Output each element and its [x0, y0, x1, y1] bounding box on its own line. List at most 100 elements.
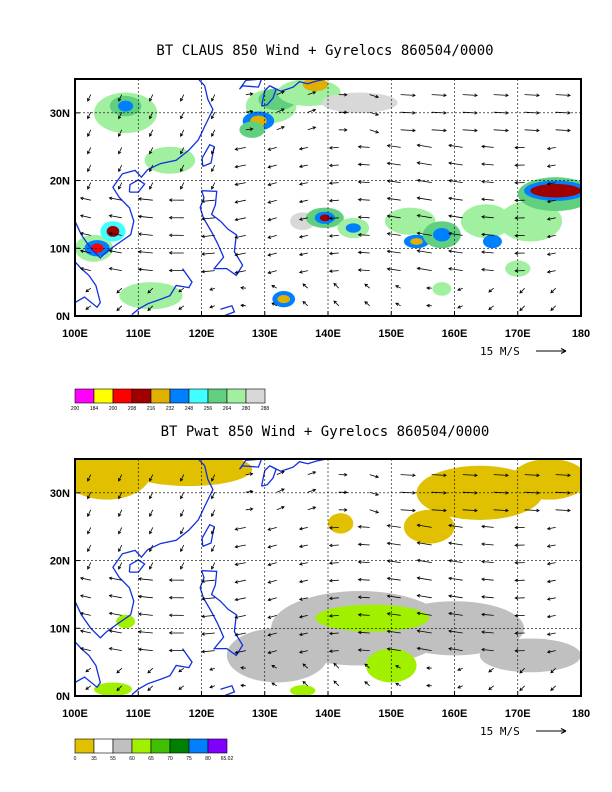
pwat-wind-vector-143: [426, 683, 432, 688]
claus-coastline-3: [201, 143, 215, 168]
claus-shade-region-30: [432, 227, 451, 242]
pwat-wind-vector-194: [524, 473, 540, 478]
pwat-wind-vector-138: [386, 541, 401, 546]
claus-wind-vector-74: [234, 147, 246, 151]
claus-wind-vector-203: [546, 164, 556, 168]
pwat-wind-vector-46: [180, 562, 185, 570]
pwat-wind-vector-205: [555, 508, 571, 513]
claus-shade-region-38: [432, 282, 452, 296]
pwat-wind-vector-48: [180, 527, 185, 535]
pwat-wind-vector-37: [149, 492, 154, 500]
claus-wind-vector-182: [519, 305, 525, 312]
pwat-wind-vector-40: [178, 667, 185, 673]
pwat-coastline-3: [201, 523, 215, 548]
pwat-xtick-150E: 150E: [378, 708, 404, 720]
pwat-ytick-20N: 20N: [50, 556, 70, 568]
pwat-xtick-110E: 110E: [126, 708, 151, 720]
pwat-wind-vector-39: [178, 685, 185, 690]
pwat-wind-vector-190: [514, 543, 525, 547]
claus-wind-vector-149: [416, 196, 432, 201]
claus-wind-vector-126: [357, 145, 370, 149]
claus-shade-region-25: [345, 223, 361, 233]
claus-wind-vector-170: [488, 287, 494, 293]
pwat-wind-vector-103: [307, 471, 317, 475]
claus-wind-vector-55: [201, 252, 215, 256]
claus-colorbar-label-9: 280: [242, 406, 251, 412]
pwat-coastline-7: [238, 459, 263, 470]
pwat-wind-vector-188: [514, 578, 525, 583]
claus-wind-vector-82: [267, 235, 277, 239]
claus-wind-vector-36: [149, 129, 154, 137]
pwat-wind-vector-90: [276, 470, 285, 475]
pwat-wind-vector-69: [234, 615, 246, 619]
pwat-wind-vector-63: [211, 492, 216, 500]
pwat-wind-vector-74: [234, 527, 246, 531]
pwat-xtick-160E: 160E: [442, 708, 468, 720]
pwat-wind-vector-181: [493, 473, 509, 478]
claus-wind-vector-120: [357, 250, 370, 255]
pwat-wind-vector-1: [85, 667, 92, 673]
claus-ytick-10N: 10N: [50, 243, 70, 255]
pwat-wind-vector-83: [267, 597, 277, 602]
claus-wind-vector-197: [546, 269, 556, 274]
claus-colorbar-label-5: 232: [166, 406, 175, 412]
claus-wind-vector-144: [426, 286, 432, 290]
claus-wind-vector-204: [546, 146, 556, 151]
pwat-wind-vector-200: [546, 597, 556, 601]
pwat-coastline: [75, 459, 328, 696]
pwat-coastline-6: [220, 685, 236, 696]
claus-colorbar-swatch-7: [207, 388, 228, 404]
pwat-wind-vector-68: [234, 632, 246, 637]
pwat-wind-vector-20: [118, 562, 123, 570]
claus-wind-vector-150: [416, 178, 432, 183]
claus-wind-vector-61: [211, 147, 216, 155]
claus-wind-vector-49: [180, 129, 185, 137]
pwat-colorbar-label-5: 70: [167, 756, 173, 762]
pwat-wind-vector-73: [234, 544, 246, 549]
pwat-wind-vector-99: [298, 544, 308, 548]
pwat-wind-vector-112: [328, 543, 339, 548]
claus-wind-vector-105: [333, 282, 340, 289]
pwat-xtick-120E: 120E: [189, 708, 215, 720]
claus-coastline-6: [220, 305, 236, 316]
pwat-wind-vector-24: [118, 492, 123, 500]
claus-colorbar-label-1: 184: [90, 406, 99, 412]
claus-wind-vectors: [79, 90, 571, 312]
pwat-wind-vector-193: [524, 491, 540, 495]
claus-wind-vector-108: [328, 234, 339, 238]
claus-colorbar-label-2: 200: [109, 406, 118, 412]
claus-wind-vector-91: [302, 300, 309, 307]
claus-wind-vector-158: [448, 267, 463, 271]
pwat-wind-vector-114: [338, 508, 348, 512]
claus-coastline-0: [75, 79, 214, 259]
pwat-wind-vector-169: [488, 685, 494, 691]
claus-wind-vector-185: [514, 251, 525, 256]
pwat-wind-vector-147: [416, 611, 432, 616]
claus-wind-vector-24: [118, 112, 123, 120]
pwat-wind-vector-183: [519, 667, 525, 674]
claus-wind-vector-135: [386, 214, 401, 219]
claus-wind-vector-92: [302, 283, 309, 289]
pwat-title: BT Pwat 850 Wind + Gyrelocs 860504/0000: [161, 424, 490, 440]
claus-shade-region-10: [321, 92, 398, 113]
pwat-wind-vector-28: [137, 647, 153, 652]
claus-wind-vector-52: [209, 305, 215, 309]
claus-wind-vector-164: [448, 161, 463, 166]
claus-wind-vector-89: [276, 108, 285, 113]
pwat-wind-vector-197: [546, 649, 556, 654]
claus-wind-vector-7: [87, 182, 92, 190]
pwat-wind-vector-204: [546, 526, 556, 531]
claus-colorbar-label-4: 216: [147, 406, 156, 412]
pwat-wind-vector-77: [245, 472, 254, 476]
pwat-wind-vector-72: [234, 562, 246, 566]
pwat-wind-vector-102: [307, 488, 317, 493]
pwat-wind-vector-30: [137, 612, 153, 617]
pwat-wind-vector-139: [386, 524, 401, 528]
pwat-colorbar-swatch-5: [169, 738, 190, 754]
claus-shade-region-17: [119, 282, 183, 310]
pwat-wind-vector-60: [211, 544, 216, 553]
claus-wind-vector-40: [178, 287, 185, 293]
claus-wind-vector-133: [386, 249, 401, 254]
claus-wind-vector-69: [234, 235, 246, 239]
pwat-wind-vector-148: [416, 594, 432, 599]
